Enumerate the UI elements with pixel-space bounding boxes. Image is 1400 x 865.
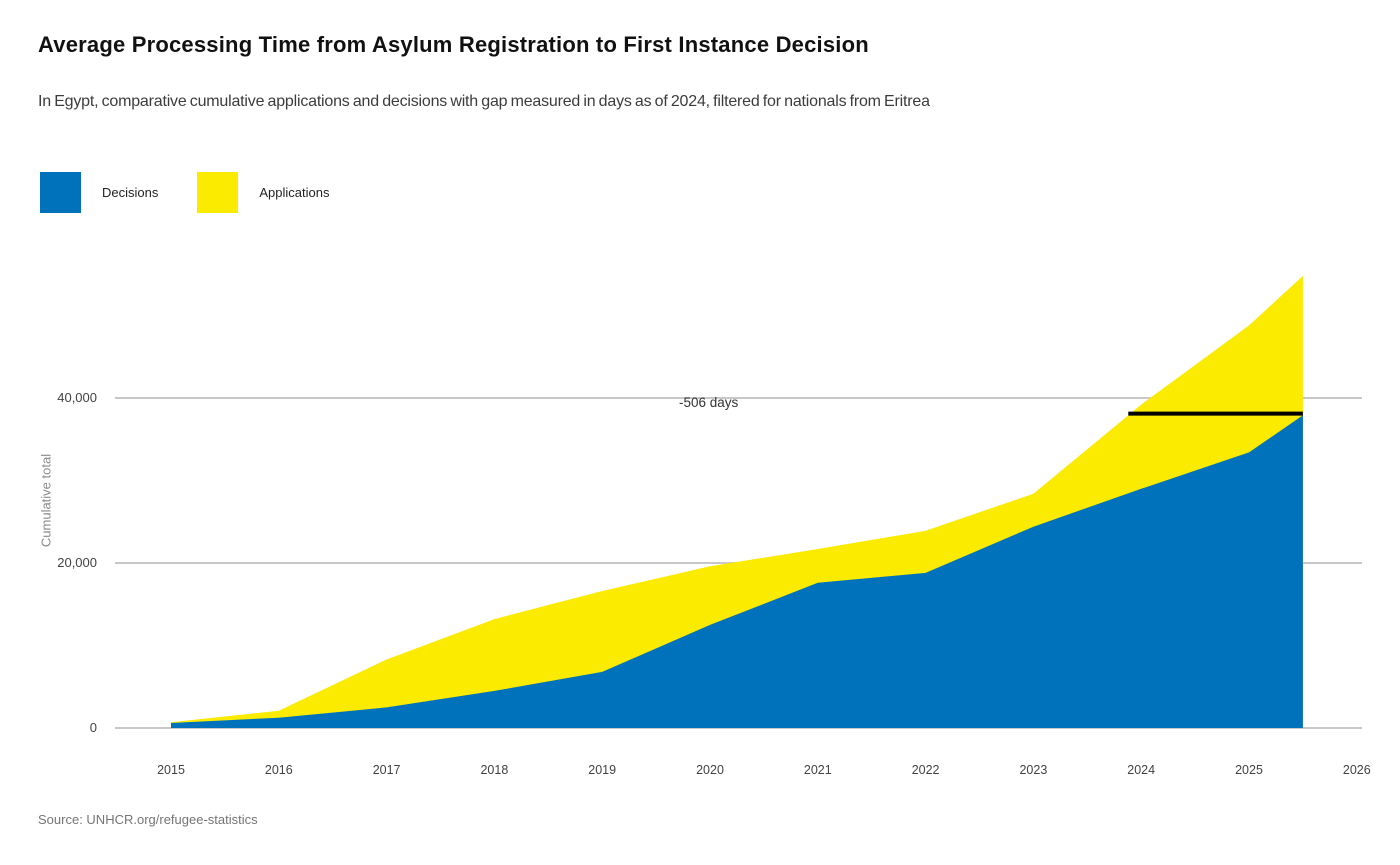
legend-swatch-applications <box>197 172 239 213</box>
x-tick-label: 2017 <box>372 763 401 777</box>
legend: Decisions Applications <box>40 172 368 213</box>
gap-annotation: -506 days <box>679 395 739 410</box>
x-tick-label: 2018 <box>480 763 509 777</box>
chart-subtitle: In Egypt, comparative cumulative applica… <box>38 93 930 110</box>
legend-item-applications: Applications <box>197 172 329 213</box>
decisions-area <box>171 415 1303 728</box>
legend-label: Applications <box>259 185 330 200</box>
x-tick-label: 2019 <box>588 763 617 777</box>
source-note: Source: UNHCR.org/refugee-statistics <box>38 812 258 827</box>
x-tick-label: 2020 <box>696 763 724 777</box>
chart-title: Average Processing Time from Asylum Regi… <box>38 32 869 57</box>
y-axis-title: Cumulative total <box>38 453 54 548</box>
legend-swatch-decisions <box>40 172 81 213</box>
x-tick-label: 2023 <box>1019 763 1048 777</box>
y-tick-label: 40,000 <box>57 390 97 405</box>
x-tick-label: 2021 <box>803 763 832 777</box>
x-tick-label: 2022 <box>911 763 940 777</box>
x-tick-label: 2025 <box>1235 763 1263 777</box>
y-tick-label: 20,000 <box>57 555 97 570</box>
legend-item-decisions: Decisions <box>40 172 158 213</box>
x-tick-label: 2016 <box>264 763 293 777</box>
x-tick-label: 2015 <box>157 763 185 777</box>
x-tick-label: 2026 <box>1342 763 1371 777</box>
x-tick-label: 2024 <box>1127 763 1156 777</box>
legend-label: Decisions <box>102 185 159 200</box>
y-tick-label: 0 <box>89 720 97 735</box>
